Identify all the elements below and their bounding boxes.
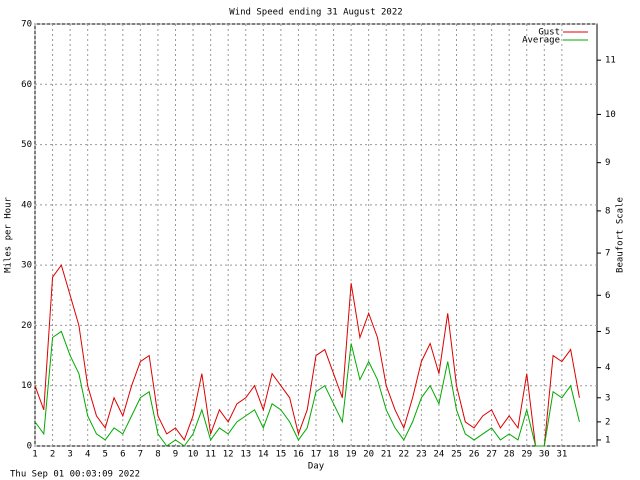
x-tick-label: 12 <box>223 450 234 460</box>
x-tick-label: 24 <box>434 450 445 460</box>
x-tick-label: 10 <box>188 450 199 460</box>
y2-tick-label: 7 <box>605 249 610 259</box>
x-tick-label: 22 <box>398 450 409 460</box>
y2-tick-label: 8 <box>605 206 610 216</box>
x-tick-label: 31 <box>556 450 567 460</box>
y2-tick-label: 2 <box>605 417 610 427</box>
x-tick-label: 15 <box>275 450 286 460</box>
x-tick-label: 5 <box>103 450 108 460</box>
x-tick-label: 4 <box>85 450 90 460</box>
x-tick-label: 18 <box>328 450 339 460</box>
series-line <box>34 264 580 447</box>
y-tick-label: 10 <box>21 381 32 391</box>
y-tick-label: 30 <box>21 261 32 271</box>
y2-tick-label: 9 <box>605 158 610 168</box>
y-axis-label: Miles per Hour <box>4 196 14 272</box>
x-tick-label: 20 <box>363 450 374 460</box>
x-tick-label: 3 <box>67 450 72 460</box>
x-tick-label: 25 <box>451 450 462 460</box>
x-tick-label: 8 <box>155 450 160 460</box>
y2-axis-label: Beaufort Scale <box>616 197 626 273</box>
y2-tick-label: 4 <box>605 363 610 373</box>
x-tick-label: 23 <box>416 450 427 460</box>
x-tick-label: 28 <box>504 450 515 460</box>
x-tick-label: 9 <box>173 450 178 460</box>
x-tick-label: 13 <box>240 450 251 460</box>
x-tick-label: 30 <box>539 450 550 460</box>
x-tick-label: 19 <box>346 450 357 460</box>
x-tick-label: 27 <box>486 450 497 460</box>
y-tick-label: 20 <box>21 321 32 331</box>
legend-label: Gust <box>538 28 560 38</box>
x-tick-label: 11 <box>205 450 216 460</box>
y-tick-label: 50 <box>21 140 32 150</box>
y2-tick-label: 5 <box>605 327 610 337</box>
x-tick-label: 2 <box>50 450 55 460</box>
x-tick-label: 17 <box>311 450 322 460</box>
x-tick-label: 29 <box>521 450 532 460</box>
y2-tick-label: 10 <box>605 110 616 120</box>
chart-title: Wind Speed ending 31 August 2022 <box>229 8 402 18</box>
y-tick-label: 70 <box>21 20 32 30</box>
x-tick-label: 14 <box>258 450 269 460</box>
footer: Thu Sep 01 00:03:09 2022 <box>10 470 140 480</box>
y2-tick-label: 1 <box>605 435 610 445</box>
x-tick-label: 21 <box>381 450 392 460</box>
x-tick-label: 1 <box>32 450 37 460</box>
x-tick-label: 7 <box>138 450 143 460</box>
x-tick-label: 16 <box>293 450 304 460</box>
y-tick-label: 40 <box>21 200 32 210</box>
y2-tick-label: 11 <box>605 56 616 66</box>
y2-tick-label: 6 <box>605 291 610 301</box>
legend-label: Average <box>522 36 560 46</box>
series-line <box>34 330 580 447</box>
x-tick-label: 6 <box>120 450 125 460</box>
y-tick-label: 60 <box>21 80 32 90</box>
x-axis-label: Day <box>308 462 325 472</box>
y-tick-label: 0 <box>27 442 32 452</box>
x-tick-label: 26 <box>469 450 480 460</box>
y2-tick-label: 3 <box>605 393 610 403</box>
